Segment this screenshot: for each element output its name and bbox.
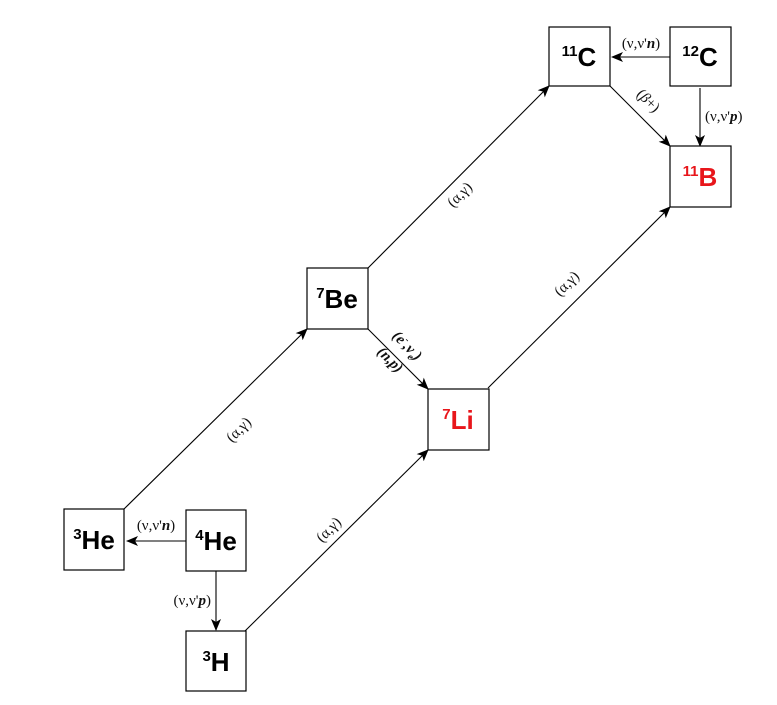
node-be7: 7Be [306,267,369,330]
node-b11-label: 11B [683,162,718,192]
edge-label-li7-b11: (α,γ) [552,269,583,300]
node-li7: 7Li [427,388,490,451]
node-he3: 3He [63,508,125,571]
edge-label-he4-he3: (ν,ν'n) [137,518,175,534]
node-c11: 11C [548,26,611,87]
edge-be7-to-c11 [367,85,550,269]
node-he3-label: 3He [73,525,115,555]
node-c11-label: 11C [562,42,597,72]
node-c12: 12C [669,26,732,87]
edge-label-c11-b11: (β+) [633,86,663,116]
node-be7-label: 7Be [316,284,358,314]
edge-h3-to-li7 [244,449,429,632]
edge-be7-to-li7 [367,328,429,390]
node-b11: 11B [669,145,732,208]
node-h3-label: 3H [202,647,229,677]
edge-he3-to-be7 [123,328,308,510]
node-he4-label: 4He [195,526,237,556]
edge-label-c12-b11: (ν,ν'p) [705,109,743,125]
edge-label-he4-h3: (ν,ν'p) [173,593,211,609]
edge-c11-to-b11 [609,85,671,147]
edges: (ν,ν'n) (ν,ν'p) (β+) (α,γ) (α,γ) (e-,νe)… [123,36,743,632]
edge-label-he3-be7: (α,γ) [224,415,255,446]
node-li7-label: 7Li [442,405,473,435]
node-h3: 3H [185,630,247,692]
edge-label-h3-li7: (α,γ) [314,515,345,546]
edge-label-be7-c11: (α,γ) [445,180,476,211]
node-he4: 4He [185,509,247,572]
node-c12-label: 12C [682,42,718,72]
edge-li7-to-b11 [487,206,671,389]
edge-label-c12-c11: (ν,ν'n) [622,36,660,52]
nodes: 11C 12C 11B 7Be 7Li 3He 4He [63,26,732,692]
